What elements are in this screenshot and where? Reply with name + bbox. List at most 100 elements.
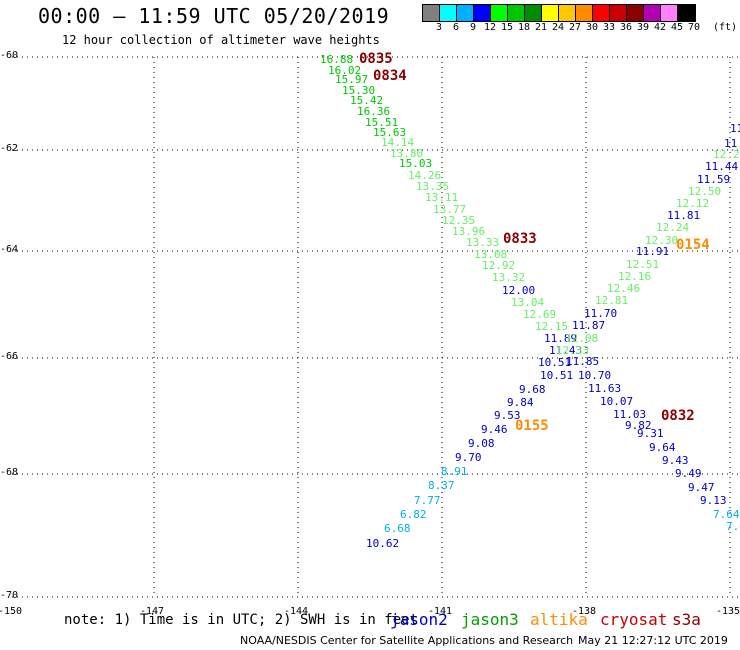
scale-swatch [508,5,525,21]
wave-height-value: 11.59 [697,173,731,186]
longitude-label: -141 [428,606,453,617]
scale-swatch [678,5,695,21]
wave-height-value: 12.50 [688,185,722,198]
wave-height-value: 10.51 [540,369,574,382]
pass-time-label: 0154 [676,237,710,253]
wave-height-value: 12.51 [626,258,660,271]
wave-height-value: 9.49 [675,467,702,480]
wave-height-value: 13.35 [416,180,450,193]
wave-height-value: 11.81 [667,209,701,222]
wave-height-value: 7.77 [414,494,441,507]
wave-height-value: 12.35 [442,214,476,227]
scale-label: 21 [534,22,548,33]
wave-height-value: 6.82 [400,508,427,521]
pass-time-label: 0833 [503,231,537,247]
color-scale-bar [422,4,696,22]
scale-swatch [627,5,644,21]
scale-label: 33 [602,22,616,33]
scale-label: 6 [452,22,460,33]
wave-height-value: 15.63 [373,126,407,139]
scale-label: 3 [435,22,443,33]
wave-height-value: 16.36 [357,105,391,118]
wave-height-value: 9.68 [519,383,546,396]
longitude-label: -135 [716,606,740,617]
wave-height-value: 9.70 [455,451,482,464]
wave-height-value: 13.77 [433,203,467,216]
scale-swatch [491,5,508,21]
wave-height-value: 10.51 [538,356,572,369]
scale-swatch [559,5,576,21]
wave-height-value: 11 [730,122,740,135]
wave-height-value: 11.85 [566,355,600,368]
scale-label: 12 [483,22,497,33]
satellite-legend-item: altika [530,610,588,629]
wave-height-value: 9.43 [662,454,689,467]
wave-height-value: 13.96 [452,225,486,238]
wave-height-value: 13.32 [492,271,526,284]
wave-height-value: 10.62 [366,537,400,550]
wave-height-value: 12.69 [523,308,557,321]
pass-time-label: 0832 [661,408,695,424]
scale-swatch [423,5,440,21]
wave-height-value: 8.91 [441,465,468,478]
satellite-legend-item: s3a [672,610,701,629]
wave-height-value: 13.04 [511,296,545,309]
pass-time-label: 0834 [373,68,407,84]
wave-height-value: 13.08 [474,248,508,261]
scale-label: 42 [653,22,667,33]
latitude-label: -64 [0,244,19,255]
scale-label: 9 [469,22,477,33]
map-subtitle: 12 hour collection of altimeter wave hei… [62,33,380,47]
wave-height-value: 11.70 [584,307,618,320]
wave-height-value: 16.02 [328,64,362,77]
longitude-label: -147 [140,606,165,617]
wave-height-value: 13.33 [466,236,500,249]
wave-height-value: 11.87 [572,319,606,332]
wave-height-value: 15.97 [335,73,369,86]
scale-unit: (ft) [712,22,738,33]
map-title: 00:00 – 11:59 UTC 05/20/2019 [38,4,390,28]
longitude-label: -150 [0,606,23,617]
wave-height-value: 11.44 [705,160,739,173]
wave-height-value: 9.46 [481,423,508,436]
satellite-legend-item: cryosat [600,610,668,629]
wave-height-value: 13.11 [425,191,459,204]
scale-swatch [525,5,542,21]
wave-height-value: 15.51 [365,116,399,129]
latitude-label: -68 [0,467,19,478]
wave-height-value: 13.80 [390,147,424,160]
scale-swatch [440,5,457,21]
wave-height-value: 7.4 [726,520,740,533]
wave-height-value: 12.15 [535,320,569,333]
wave-height-value: 14.14 [381,136,415,149]
wave-height-value: 10.70 [578,369,612,382]
wave-height-value: 9.47 [688,481,715,494]
wave-height-value: 9.31 [637,427,664,440]
wave-height-value: 12.92 [482,259,516,272]
wave-height-value: 9.08 [468,437,495,450]
wave-height-value: 12.00 [502,284,536,297]
wave-height-value: 15.03 [399,157,433,170]
scale-swatch [661,5,678,21]
scale-label: 15 [500,22,514,33]
scale-swatch [610,5,627,21]
wave-height-value: 12.08 [565,332,599,345]
wave-height-value: 12.33 [556,344,590,357]
wave-height-value: 12.46 [607,282,641,295]
wave-height-value: 12.16 [618,270,652,283]
wave-height-value: 12.30 [645,234,679,247]
generation-timestamp: May 21 12:27:12 UTC 2019 [578,634,728,647]
pass-time-label: 0155 [515,418,549,434]
wave-height-value: 10.07 [600,395,634,408]
longitude-label: -138 [572,606,597,617]
wave-height-value: 9.84 [507,396,534,409]
scale-label: 70 [687,22,701,33]
wave-height-value: 6.68 [384,522,411,535]
longitude-label: -144 [284,606,309,617]
credit-line: NOAA/NESDIS Center for Satellite Applica… [240,634,574,647]
scale-label: 24 [551,22,565,33]
wave-height-value: 11.63 [588,382,622,395]
wave-height-value: 7.64 [713,508,740,521]
scale-label: 36 [619,22,633,33]
satellite-legend-item: jason2 [390,610,448,629]
